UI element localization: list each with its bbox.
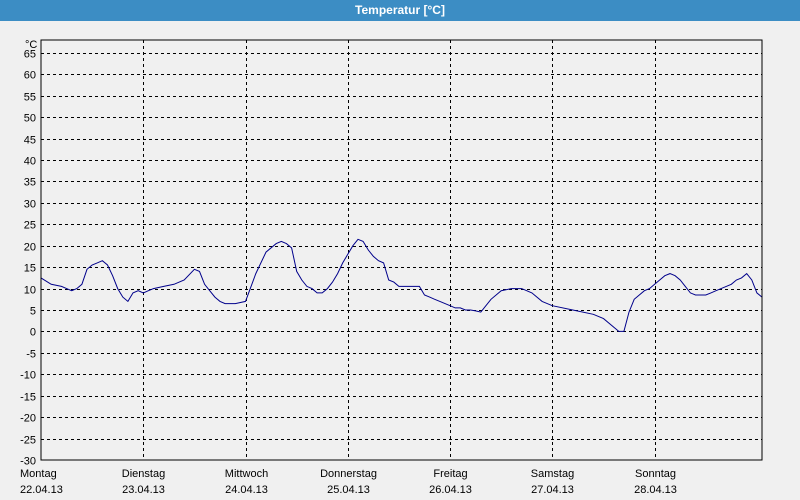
y-tick-label: -5 bbox=[26, 349, 36, 361]
x-tick-day-label: Montag bbox=[20, 468, 57, 480]
y-tick-label: 50 bbox=[24, 113, 36, 125]
y-tick-label: 10 bbox=[24, 285, 36, 297]
y-tick-label: 35 bbox=[24, 177, 36, 189]
y-tick-label: -15 bbox=[20, 392, 36, 404]
y-tick-label: 25 bbox=[24, 220, 36, 232]
y-tick-label: 45 bbox=[24, 135, 36, 147]
y-tick-label: 60 bbox=[24, 70, 36, 82]
x-tick-date-label: 28.04.13 bbox=[634, 484, 677, 496]
temperature-chart: 65605550454035302520151050-5-10-15-20-25… bbox=[20, 39, 763, 496]
y-tick-label: 15 bbox=[24, 263, 36, 275]
y-tick-label: 65 bbox=[24, 49, 36, 61]
plot-frame bbox=[40, 39, 763, 461]
y-tick-label: 55 bbox=[24, 92, 36, 104]
chart-title: Temperatur [°C] bbox=[0, 0, 800, 21]
x-tick-day-label: Freitag bbox=[433, 468, 467, 480]
x-tick-date-label: 23.04.13 bbox=[122, 484, 165, 496]
y-tick-label: 40 bbox=[24, 156, 36, 168]
y-tick-label: -25 bbox=[20, 435, 36, 447]
x-tick-day-label: Dienstag bbox=[122, 468, 165, 480]
x-tick-date-label: 22.04.13 bbox=[20, 484, 63, 496]
x-tick-day-label: Samstag bbox=[531, 468, 574, 480]
y-tick-label: 5 bbox=[30, 306, 36, 318]
y-axis-ticks: 65605550454035302520151050-5-10-15-20-25… bbox=[20, 49, 36, 468]
x-tick-date-label: 27.04.13 bbox=[531, 484, 574, 496]
y-tick-label: 20 bbox=[24, 242, 36, 254]
y-tick-label: -20 bbox=[20, 413, 36, 425]
y-tick-label: 30 bbox=[24, 199, 36, 211]
x-tick-date-label: 26.04.13 bbox=[429, 484, 472, 496]
x-tick-date-label: 24.04.13 bbox=[225, 484, 268, 496]
x-tick-day-label: Mittwoch bbox=[225, 468, 268, 480]
x-axis-ticks: Montag 22.04.13 Dienstag 23.04.13 Mittwoch 24… bbox=[20, 468, 677, 496]
x-tick-day-label: Sonntag bbox=[635, 468, 676, 480]
y-tick-label: -30 bbox=[20, 456, 36, 468]
y-tick-label: -10 bbox=[20, 370, 36, 382]
temperature-series-line bbox=[40, 238, 763, 332]
chart-grid bbox=[41, 40, 762, 460]
y-axis-unit-label: °C bbox=[25, 39, 37, 51]
y-tick-label: 0 bbox=[30, 327, 36, 339]
x-tick-day-label: Donnerstag bbox=[320, 468, 377, 480]
x-tick-date-label: 25.04.13 bbox=[327, 484, 370, 496]
